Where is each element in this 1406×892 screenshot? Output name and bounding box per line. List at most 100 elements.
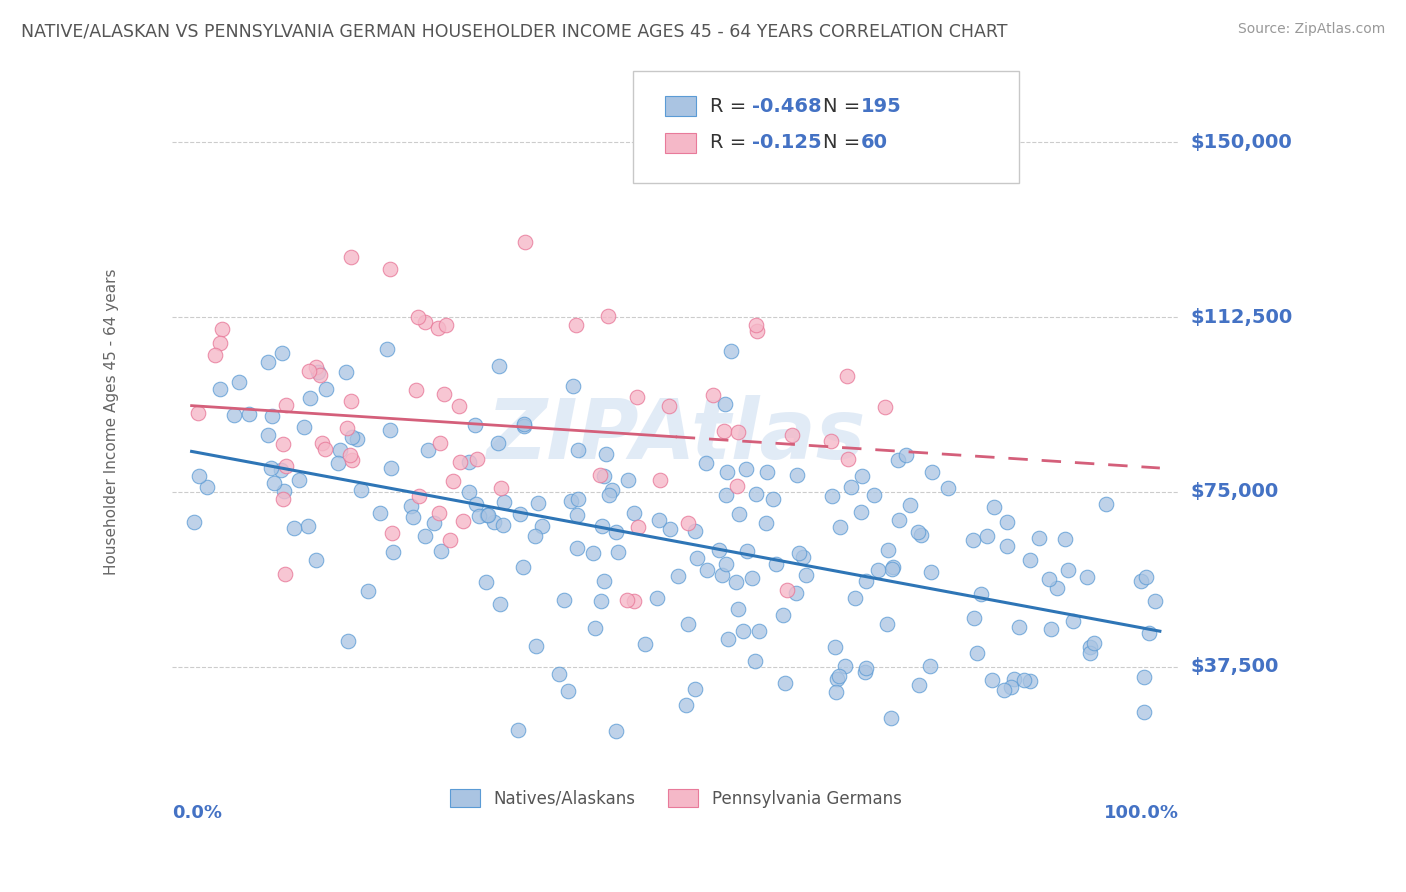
Text: N =: N =	[823, 133, 866, 153]
Point	[855, 661, 877, 675]
Point	[335, 366, 357, 380]
Text: R =: R =	[710, 133, 752, 153]
Point	[748, 624, 770, 639]
Point	[851, 506, 873, 520]
Text: R =: R =	[710, 96, 752, 116]
Point	[423, 516, 446, 531]
Point	[623, 594, 645, 608]
Point	[430, 544, 453, 558]
Point	[591, 518, 613, 533]
Point	[605, 723, 627, 738]
Point	[515, 235, 537, 249]
Point	[283, 521, 305, 535]
Point	[489, 598, 512, 612]
Point	[326, 456, 349, 470]
Point	[593, 469, 616, 483]
Point	[1038, 572, 1060, 586]
Point	[976, 528, 998, 542]
Point	[273, 483, 295, 498]
Point	[1094, 497, 1116, 511]
Point	[617, 473, 640, 487]
Point	[381, 526, 404, 541]
Point	[714, 558, 737, 572]
Point	[567, 443, 589, 458]
Point	[464, 418, 486, 433]
Point	[381, 545, 404, 559]
Point	[408, 310, 430, 324]
Text: 60: 60	[860, 133, 887, 153]
Point	[228, 376, 250, 390]
Point	[709, 543, 731, 558]
Point	[340, 453, 363, 467]
Point	[820, 434, 842, 448]
Point	[208, 335, 231, 350]
Point	[886, 453, 908, 467]
Point	[297, 519, 319, 533]
Point	[605, 525, 627, 540]
Point	[744, 654, 766, 668]
Point	[208, 382, 231, 396]
Point	[429, 435, 451, 450]
Point	[762, 492, 785, 507]
Point	[737, 544, 759, 558]
Point	[1135, 570, 1157, 584]
Point	[553, 593, 575, 607]
Point	[311, 436, 333, 450]
Point	[524, 639, 547, 653]
Point	[489, 481, 512, 495]
Point	[183, 516, 205, 530]
Point	[298, 391, 321, 405]
Point	[346, 432, 368, 446]
Point	[908, 678, 931, 692]
Point	[413, 529, 436, 543]
Point	[339, 393, 361, 408]
Point	[357, 583, 380, 598]
Point	[405, 383, 427, 397]
Point	[475, 575, 498, 590]
Point	[342, 430, 364, 444]
Point	[741, 571, 763, 585]
Point	[441, 474, 464, 488]
Point	[876, 617, 898, 632]
Point	[482, 515, 505, 529]
Point	[696, 563, 718, 577]
Point	[315, 382, 337, 396]
Point	[1133, 670, 1156, 684]
Point	[288, 473, 311, 487]
Point	[755, 516, 778, 531]
Point	[1019, 674, 1042, 689]
Point	[565, 541, 588, 555]
Point	[1144, 594, 1167, 608]
Point	[523, 529, 546, 543]
Point	[966, 647, 988, 661]
Text: Householder Income Ages 45 - 64 years: Householder Income Ages 45 - 64 years	[104, 268, 120, 575]
Point	[276, 398, 298, 412]
Point	[465, 451, 488, 466]
Point	[513, 417, 536, 432]
Point	[780, 427, 803, 442]
Point	[486, 436, 509, 450]
Point	[828, 669, 851, 683]
Point	[745, 486, 768, 500]
Point	[195, 480, 218, 494]
Point	[676, 516, 699, 530]
Text: 195: 195	[860, 96, 901, 116]
Point	[458, 455, 481, 469]
Point	[1008, 620, 1031, 634]
Point	[727, 425, 749, 439]
Point	[596, 309, 619, 323]
Point	[634, 637, 657, 651]
Point	[509, 507, 531, 521]
Text: N =: N =	[823, 96, 866, 116]
Point	[969, 587, 991, 601]
Point	[695, 456, 717, 470]
Point	[415, 315, 437, 329]
Point	[432, 387, 454, 401]
Point	[582, 546, 605, 560]
Point	[1062, 614, 1084, 628]
Point	[824, 684, 846, 698]
Point	[683, 681, 706, 696]
Point	[257, 428, 280, 442]
Point	[595, 448, 617, 462]
Point	[727, 602, 749, 616]
